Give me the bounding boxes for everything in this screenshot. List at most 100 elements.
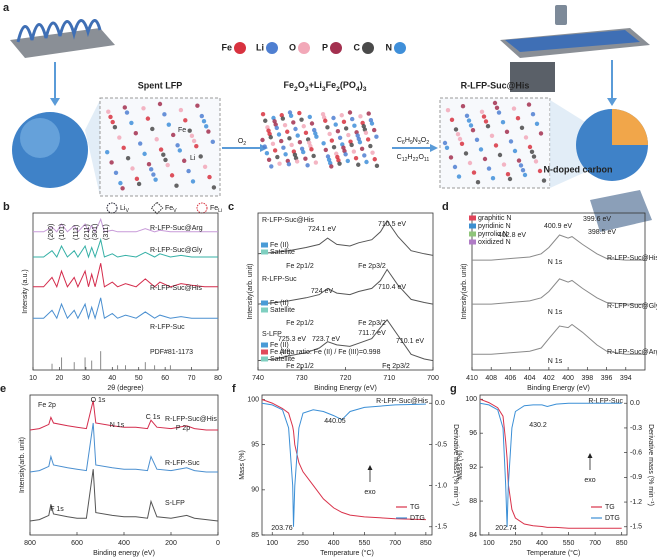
y-tick-label: 92 (469, 464, 477, 471)
atom (537, 168, 543, 174)
atom (364, 159, 369, 165)
y-axis-label: Intensity(arb. unit) (19, 437, 26, 493)
annotation: 399.6 eV (583, 216, 611, 223)
atom (538, 131, 544, 136)
defect-label: LiV (120, 205, 129, 215)
atom (463, 151, 469, 156)
atom (334, 151, 339, 156)
atom (130, 166, 135, 171)
atom (149, 167, 154, 172)
atom (299, 117, 304, 122)
atom (452, 164, 458, 170)
atom (260, 111, 266, 117)
x-tick-label: 850 (616, 540, 628, 547)
coating (16, 19, 102, 43)
atom (321, 141, 326, 146)
atom (199, 113, 204, 119)
series-line (33, 237, 218, 259)
x-tick-label: 700 (589, 540, 601, 547)
legend-swatch (261, 242, 268, 248)
panel-a-art (10, 5, 652, 232)
atom (286, 162, 292, 167)
zoom-box (99, 97, 221, 197)
zoom-box (439, 97, 551, 189)
series-label: R-LFP-Suc@Arg (150, 225, 203, 232)
annotation: P 2p (176, 425, 190, 432)
x-axis-label: 2θ (degree) (107, 385, 143, 392)
atom (354, 130, 359, 135)
series-label: R-LFP-Suc@His (150, 285, 202, 292)
atom (121, 145, 126, 151)
atom (483, 119, 489, 124)
x-tick-label: 250 (510, 540, 522, 547)
site-label: Fe (178, 127, 186, 134)
atom (327, 131, 332, 137)
atom (305, 163, 310, 168)
atom (268, 135, 273, 140)
atom (141, 106, 146, 111)
atom (445, 108, 451, 113)
atom (313, 131, 318, 136)
component-label: Satellite (270, 307, 295, 314)
annotation: (211) (84, 224, 91, 240)
atom (370, 150, 375, 155)
exo-arrow-head (587, 453, 593, 458)
atom (320, 111, 326, 117)
x-axis-label: Binding energy (eV) (93, 550, 155, 557)
x-tick-label: 850 (420, 540, 432, 547)
x-tick-label: 730 (296, 375, 308, 382)
atom (166, 122, 171, 127)
annotation: 440.05 (324, 418, 346, 425)
x-tick-label: 80 (214, 375, 222, 382)
atom (158, 147, 164, 152)
atom (340, 142, 345, 147)
atom (134, 176, 140, 182)
atom (507, 176, 513, 182)
element-ball (234, 42, 246, 54)
atom (504, 129, 510, 134)
legend-swatch (261, 307, 268, 313)
atom (289, 142, 294, 148)
annotation: N 1s (548, 358, 563, 365)
atom (485, 124, 491, 129)
panel-label: c (228, 201, 234, 213)
atom (442, 140, 448, 146)
atom (202, 164, 208, 169)
exo-arrow-head (367, 465, 373, 470)
atom (518, 163, 524, 168)
atom (456, 174, 462, 179)
atom (369, 121, 375, 126)
atom (494, 105, 500, 111)
atom (150, 126, 155, 132)
atom (309, 121, 315, 126)
particle-cut (612, 109, 648, 145)
panel-label: a (3, 2, 10, 14)
series-line (33, 297, 218, 321)
atom (467, 160, 473, 166)
series-label: R-LFP-Suc (165, 460, 200, 467)
atom (125, 155, 131, 161)
atom (177, 148, 182, 153)
x-tick-label: 600 (71, 540, 83, 547)
component-label: graphitic N (478, 215, 511, 222)
annotation: (301) (92, 224, 99, 240)
defect-sub: Li (218, 208, 222, 214)
annotation: Area ratio: Fe (II) / Fe (III)=0.998 (280, 349, 381, 356)
atom (263, 118, 268, 123)
annotation: (200) (48, 224, 55, 240)
atom (468, 123, 474, 128)
atom (281, 145, 286, 150)
element-label: O (289, 42, 296, 52)
atom (163, 157, 168, 163)
x-tick-label: 410 (466, 375, 478, 382)
atom (299, 146, 305, 151)
atom (460, 104, 466, 109)
coating (505, 30, 640, 52)
atom (157, 101, 163, 107)
atom (523, 135, 529, 140)
y-tick-label: 95 (251, 442, 259, 449)
annotation: (101) (59, 224, 66, 240)
x-tick-label: 400 (536, 540, 548, 547)
atom (146, 162, 152, 167)
y-axis-label: Intensity(arb. unit) (247, 263, 254, 319)
